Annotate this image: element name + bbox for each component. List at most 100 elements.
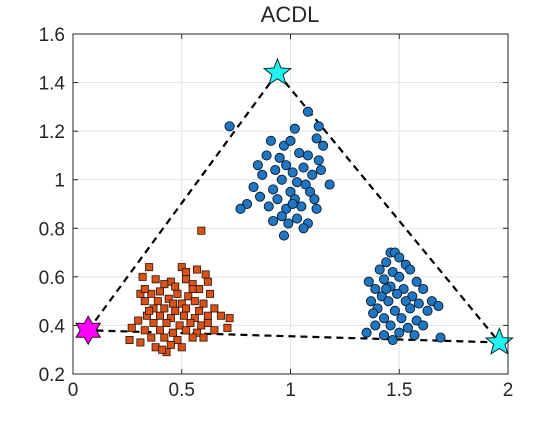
orange-data-point: [188, 333, 197, 342]
blue-data-point: [370, 320, 381, 331]
y-tick-label: 1: [54, 171, 65, 192]
orange-data-point: [225, 314, 234, 323]
blue-data-point: [287, 198, 298, 210]
axes: 0 0.5 1 1.5 2 0.2 0.4 0.6 0.8 1 1.2 1.4 1.6: [39, 25, 514, 401]
blue-data-point: [370, 283, 381, 295]
y-tick-label: 0.4: [39, 316, 66, 337]
blue-data-point: [291, 213, 303, 224]
blue-data-point: [276, 174, 287, 185]
blue-data-point: [313, 155, 324, 166]
orange-data-point: [145, 263, 154, 272]
y-tick-label: 1.2: [39, 122, 65, 143]
orange-data-point: [173, 335, 182, 344]
blue-data-point: [324, 179, 335, 190]
orange-data-point: [151, 275, 160, 284]
orange-data-point: [151, 343, 160, 352]
orange-data-point: [177, 299, 186, 308]
blue-data-point: [394, 327, 405, 338]
blue-data-point: [252, 160, 263, 171]
blue-data-point: [385, 320, 396, 331]
orange-data-point: [190, 314, 199, 323]
orange-data-point: [199, 333, 208, 342]
blue-data-point: [265, 135, 276, 146]
blue-data-point: [254, 191, 266, 202]
orange-data-point: [160, 333, 169, 342]
blue-data-point: [248, 181, 259, 193]
blue-data-point: [368, 308, 379, 319]
blue-data-point: [313, 121, 324, 132]
blue-data-point: [235, 203, 246, 214]
blue-data-point: [318, 140, 329, 151]
blue-data-point: [389, 305, 400, 316]
orange-data-point: [179, 311, 188, 320]
blue-data-point: [374, 264, 385, 275]
orange-data-point: [195, 306, 204, 315]
orange-data-point: [162, 318, 171, 327]
orange-data-point: [195, 284, 204, 293]
orange-data-point: [127, 323, 136, 332]
orange-data-point: [155, 287, 164, 296]
dashed-edge: [87, 72, 279, 331]
orange-data-point: [188, 284, 197, 293]
blue-data-point: [413, 298, 424, 309]
blue-data-point: [365, 296, 377, 307]
blue-data-point: [270, 164, 281, 176]
orange-data-point: [160, 304, 169, 313]
orange-data-point: [140, 284, 149, 293]
blue-data-point: [294, 147, 305, 159]
magenta-star-marker: [75, 315, 102, 346]
blue-data-point: [272, 194, 283, 205]
orange-data-point: [136, 338, 145, 347]
orange-data-point: [175, 321, 184, 330]
blue-data-point: [305, 186, 316, 197]
orange-data-point: [182, 275, 191, 284]
blue-data-point: [411, 276, 422, 287]
orange-data-point: [173, 289, 182, 298]
blue-data-point: [381, 257, 392, 268]
x-tick-label: 0: [68, 380, 79, 401]
blue-data-point: [268, 184, 279, 195]
orange-data-point: [164, 294, 173, 303]
orange-data-point: [203, 311, 212, 320]
blue-data-point: [378, 274, 390, 285]
blue-data-point: [400, 296, 411, 307]
orange-data-point: [166, 340, 175, 349]
blue-data-point: [298, 223, 309, 234]
blue-data-point: [309, 194, 320, 205]
orange-data-point: [138, 272, 147, 281]
orange-data-point: [216, 311, 225, 320]
orange-data-point: [125, 335, 134, 344]
orange-data-point: [182, 267, 191, 276]
blue-data-point: [298, 162, 309, 173]
orange-data-point: [171, 306, 180, 315]
blue-data-point: [302, 106, 313, 117]
orange-data-point: [203, 277, 212, 286]
blue-data-point: [285, 135, 296, 146]
blue-data-point: [311, 133, 322, 144]
blue-data-point: [311, 203, 322, 214]
orange-data-point: [140, 297, 149, 306]
data-markers: [75, 57, 514, 357]
orange-data-point: [182, 304, 191, 313]
cyan-star-marker: [262, 57, 293, 86]
blue-data-point: [224, 121, 235, 132]
blue-data-point: [363, 276, 374, 287]
blue-data-point: [381, 283, 392, 295]
y-tick-label: 0.2: [39, 365, 65, 386]
x-tick-label: 2: [503, 380, 514, 401]
orange-data-point: [147, 289, 156, 298]
x-tick-label: 0.5: [169, 380, 195, 401]
blue-data-point: [285, 186, 296, 197]
orange-data-point: [160, 280, 169, 289]
blue-data-point: [383, 296, 394, 307]
x-tick-label: 1.5: [386, 380, 412, 401]
orange-data-point: [182, 326, 191, 335]
blue-data-point: [392, 288, 403, 299]
blue-data-point: [296, 201, 307, 212]
orange-data-point: [210, 326, 219, 335]
blue-data-point: [361, 327, 372, 338]
orange-data-point: [158, 345, 167, 354]
orange-data-point: [155, 311, 164, 320]
